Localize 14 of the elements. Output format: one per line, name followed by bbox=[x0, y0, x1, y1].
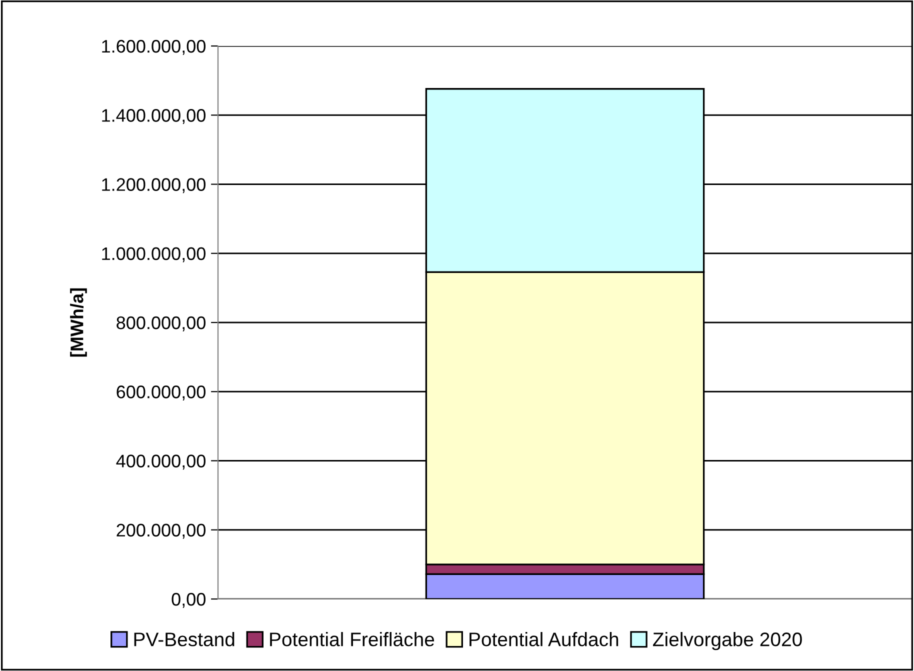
y-tick-label: 1.600.000,00 bbox=[102, 40, 206, 55]
legend-label: Zielvorgabe 2020 bbox=[653, 632, 802, 650]
y-axis-title: [MWh/a] bbox=[70, 288, 87, 357]
y-tick-label: 0,00 bbox=[172, 592, 206, 608]
legend-label: Potential Freifläche bbox=[270, 632, 434, 646]
y-tick-label: 800.000,00 bbox=[116, 316, 206, 332]
y-tick-label: 400.000,00 bbox=[116, 454, 206, 470]
y-tick-label: 200.000,00 bbox=[116, 524, 206, 539]
legend-label: Potential Aufdach bbox=[470, 632, 618, 646]
y-tick-label: 600.000,00 bbox=[116, 386, 206, 400]
legend-label: PV-Bestand bbox=[134, 632, 234, 646]
y-tick-label: 1.200.000,00 bbox=[102, 178, 206, 194]
y-tick-label: 1.000.000,00 bbox=[102, 247, 206, 262]
y-tick-label: 1.400.000,00 bbox=[102, 109, 206, 124]
